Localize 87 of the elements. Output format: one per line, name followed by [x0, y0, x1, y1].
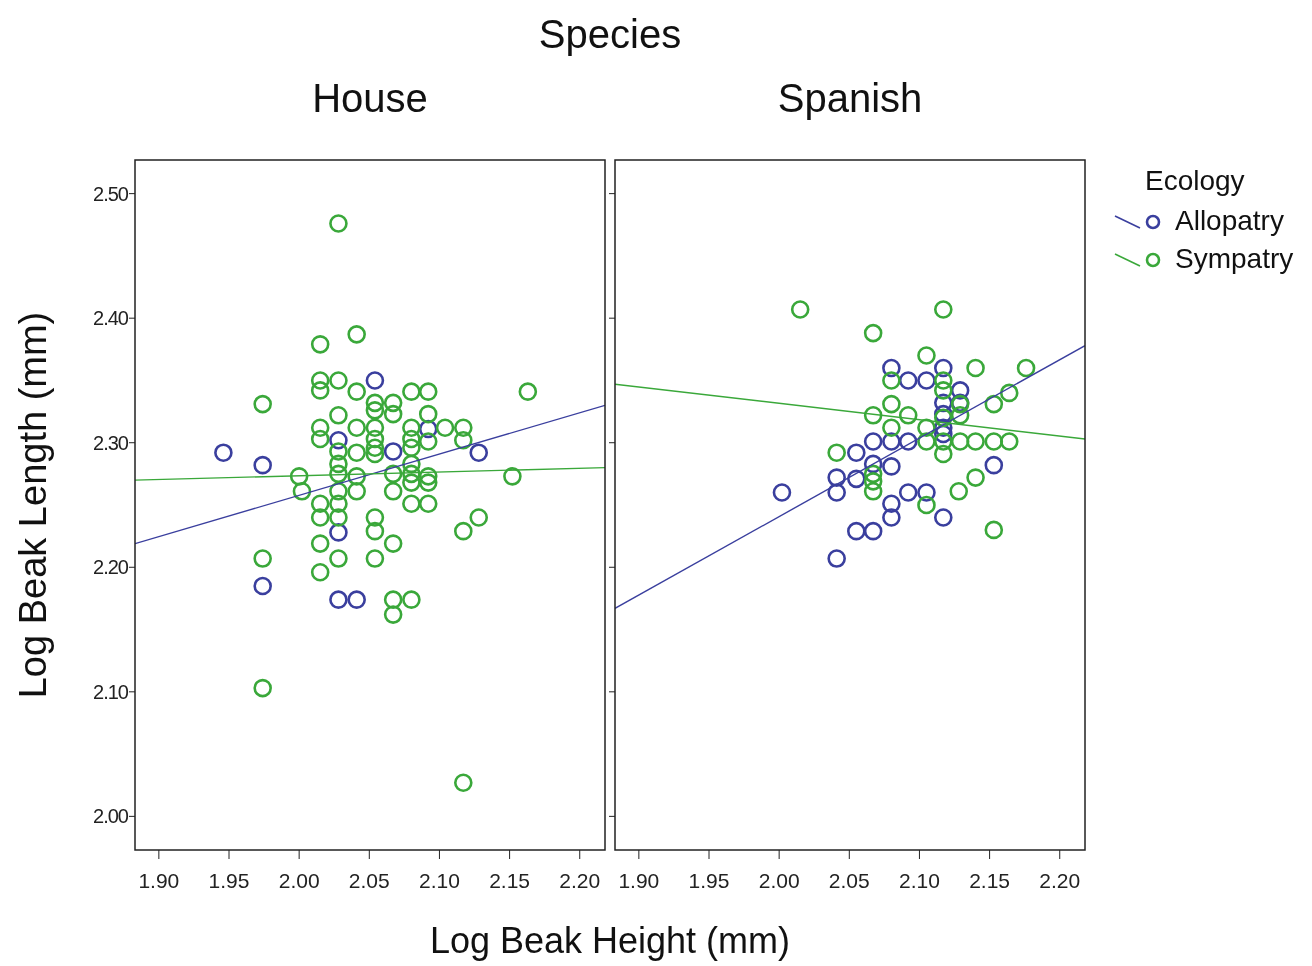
x-tick-label: 2.20	[1039, 869, 1081, 892]
point	[863, 521, 883, 541]
x-tick-label: 2.15	[489, 869, 531, 892]
point	[469, 443, 489, 462]
point	[999, 383, 1019, 403]
point	[253, 576, 272, 596]
x-tick-label: 2.10	[419, 869, 460, 892]
x-tick-label: 2.15	[969, 869, 1011, 892]
point	[934, 444, 953, 464]
point	[999, 432, 1019, 451]
point	[827, 549, 846, 568]
point	[347, 590, 366, 609]
x-tick-label: 1.95	[688, 869, 730, 892]
point	[917, 432, 936, 451]
point	[882, 394, 901, 414]
point	[898, 406, 918, 425]
point	[863, 482, 883, 501]
point	[966, 468, 985, 487]
y-tick-label: 2.00	[93, 805, 129, 828]
chart-title: Spanish	[777, 76, 923, 120]
point	[882, 371, 901, 390]
point	[863, 432, 883, 451]
legend-label: Allopatry	[1175, 205, 1284, 236]
point	[863, 464, 883, 484]
point	[827, 443, 846, 462]
x-tick-label: 2.05	[348, 869, 390, 892]
legend-title: Ecology	[1145, 165, 1245, 196]
point	[934, 300, 953, 319]
point	[847, 469, 866, 489]
point	[863, 406, 883, 425]
point	[882, 508, 901, 527]
point	[790, 300, 810, 319]
x-tick-label: 1.95	[208, 869, 250, 892]
point	[383, 442, 403, 461]
point	[214, 443, 233, 462]
point	[949, 482, 969, 501]
y-tick-label: 2.20	[93, 556, 129, 579]
point	[898, 371, 918, 390]
point	[966, 432, 985, 451]
point	[882, 457, 901, 476]
point	[772, 483, 792, 502]
y-tick-label: 2.30	[93, 431, 129, 454]
point	[847, 443, 866, 462]
point	[950, 406, 970, 425]
point	[329, 430, 348, 450]
point	[1016, 358, 1036, 378]
point	[984, 520, 1004, 540]
point	[827, 468, 846, 487]
legend-label: Sympatry	[1175, 243, 1294, 274]
chart-title: House	[312, 76, 428, 120]
point	[984, 432, 1004, 451]
x-tick-label: 2.00	[278, 869, 320, 892]
x-tick-label: 2.10	[899, 869, 940, 892]
point	[934, 508, 953, 527]
point	[966, 358, 985, 378]
point	[934, 381, 953, 400]
point	[827, 483, 846, 502]
y-tick-label: 2.50	[93, 182, 129, 205]
point	[934, 432, 953, 451]
point	[863, 454, 883, 474]
x-tick-label: 1.90	[138, 869, 180, 892]
y-axis-title: Log Beak Length (mm)	[12, 311, 54, 699]
point	[950, 432, 970, 451]
x-tick-label: 2.05	[828, 869, 870, 892]
y-tick-label: 2.10	[93, 680, 129, 703]
point	[898, 483, 918, 502]
point	[863, 323, 883, 343]
point	[863, 472, 883, 491]
point	[847, 521, 866, 541]
x-tick-label: 2.20	[559, 869, 601, 892]
x-axis-title: Log Beak Height (mm)	[429, 920, 791, 961]
x-tick-label: 2.00	[758, 869, 800, 892]
point	[253, 455, 272, 475]
point	[934, 371, 953, 390]
point	[917, 418, 936, 438]
point	[917, 495, 936, 515]
point	[882, 494, 901, 514]
point	[329, 590, 348, 609]
point	[984, 455, 1004, 475]
point	[898, 432, 918, 451]
point	[365, 371, 385, 390]
point	[984, 394, 1004, 414]
x-tick-label: 1.90	[618, 869, 660, 892]
text: Species	[538, 12, 682, 56]
point	[917, 346, 936, 365]
point	[882, 418, 901, 438]
y-tick-label: 2.40	[93, 307, 129, 330]
